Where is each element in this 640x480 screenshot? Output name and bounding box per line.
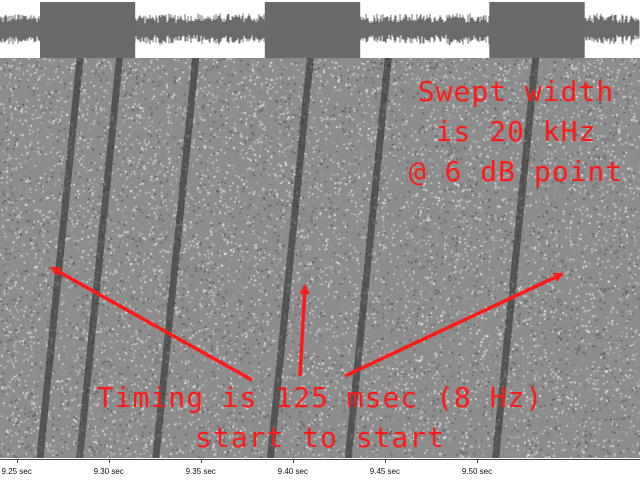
spectrogram-noise	[0, 58, 640, 458]
waveform-panel	[0, 0, 640, 58]
time-axis-line	[0, 459, 640, 460]
time-axis-tick	[16, 459, 18, 463]
sweep-traces	[36, 58, 540, 458]
arrow-right	[344, 272, 564, 378]
time-axis: 9.25 sec 9.30 sec 9.35 sec 9.40 sec 9.45 sec…	[0, 458, 640, 480]
waveform-trace	[0, 0, 640, 58]
swept-width-line-1: Swept width	[417, 75, 615, 108]
time-axis-tick-label: 9.40 sec	[277, 467, 308, 476]
swept-width-line-2: is 20 kHz	[435, 115, 597, 148]
sweep-trace	[76, 58, 124, 458]
sweep-trace	[152, 58, 200, 458]
spectrogram-overlay	[36, 58, 564, 458]
time-axis-tick	[477, 459, 478, 463]
sweep-trace	[492, 58, 540, 458]
timing-arrows	[50, 266, 564, 382]
time-axis-tick-label: 9.50 sec	[461, 467, 493, 476]
time-axis-tick-label: 9.45 sec	[369, 467, 401, 476]
sweep-trace	[266, 58, 314, 458]
spectrogram-panel	[0, 58, 640, 458]
swept-width-annotation: Swept width is 20 kHz @ 6 dB point	[392, 72, 640, 192]
sweep-trace	[36, 58, 84, 458]
sweep-trace	[344, 58, 392, 458]
arrow-center	[298, 284, 310, 377]
timing-annotation: Timing is 125 msec (8 Hz) start to start	[40, 378, 600, 458]
time-axis-tick	[108, 459, 110, 463]
time-axis-tick	[292, 459, 294, 463]
arrow-left	[50, 266, 253, 382]
waveform-pulse	[40, 2, 136, 58]
timing-line-1: Timing is 125 msec (8 Hz)	[96, 381, 544, 414]
time-axis-tick	[200, 459, 202, 463]
time-axis-tick-label: 9.35 sec	[185, 467, 216, 476]
timing-line-2: start to start	[194, 421, 445, 454]
time-axis-tick	[384, 459, 386, 463]
time-axis-tick-label: 9.25 sec	[1, 467, 32, 476]
time-axis-tick-label: 9.30 sec	[93, 467, 124, 476]
swept-width-line-3: @ 6 dB point	[408, 155, 624, 188]
waveform-pulse	[489, 2, 585, 58]
waveform-pulse	[264, 2, 361, 58]
